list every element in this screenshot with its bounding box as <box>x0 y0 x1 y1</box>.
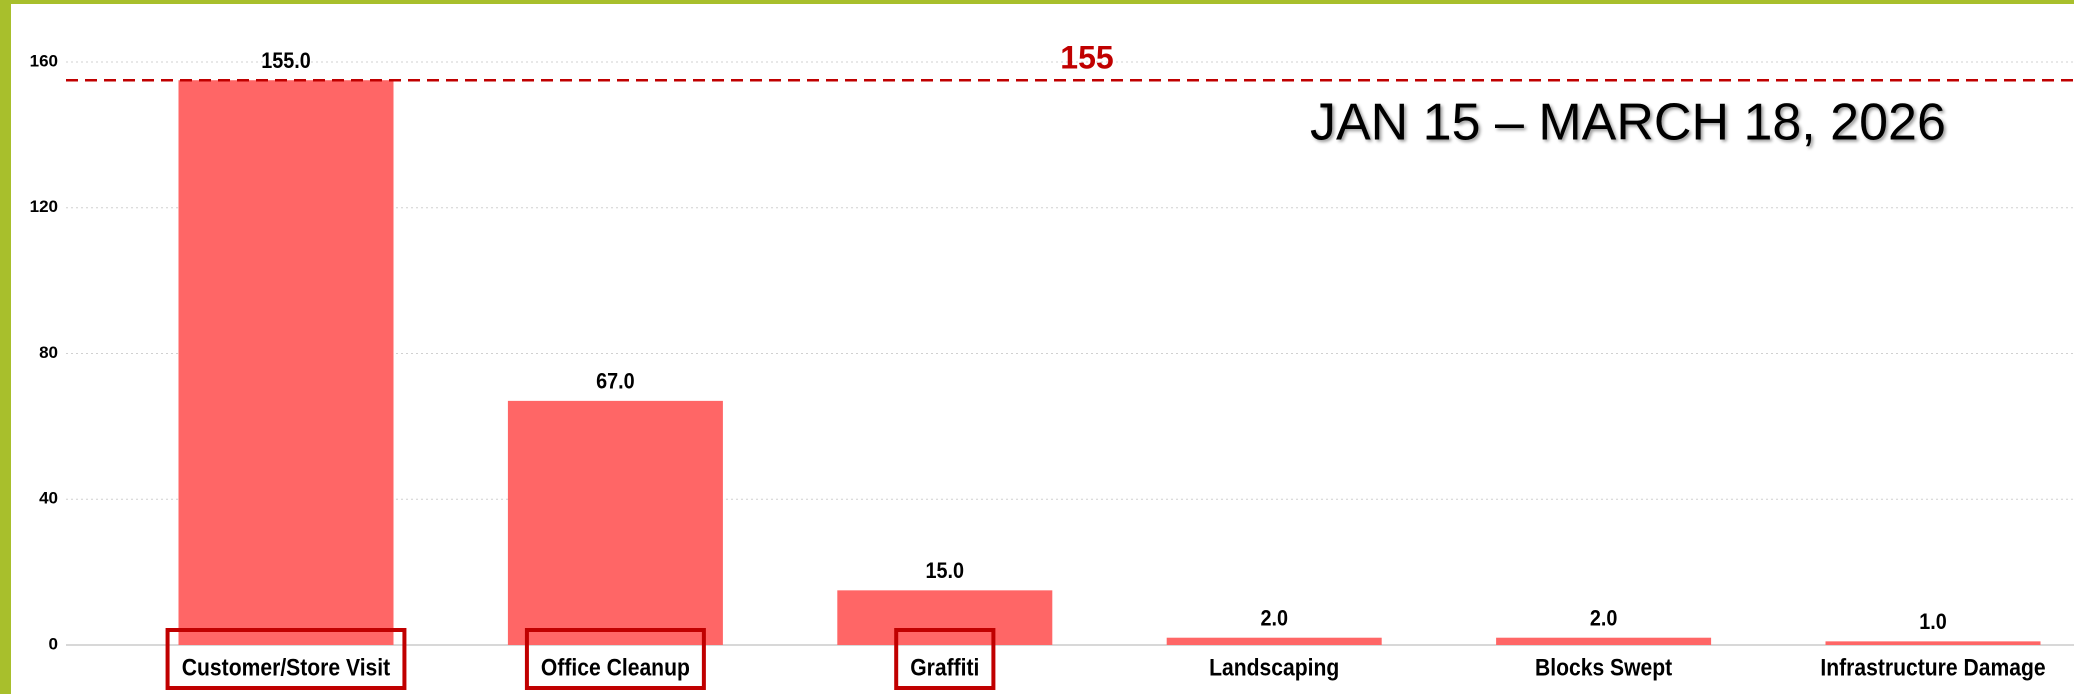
value-label: 15.0 <box>926 559 965 583</box>
bar <box>837 590 1053 645</box>
x-tick-label: Customer/Store Visit <box>182 654 391 681</box>
top-border <box>0 0 2074 4</box>
y-tick-label: 40 <box>39 489 58 508</box>
y-tick-label: 0 <box>49 634 58 653</box>
x-tick-label: Blocks Swept <box>1535 654 1673 681</box>
x-tick-label: Office Cleanup <box>541 654 690 681</box>
bar <box>1825 641 2041 645</box>
value-label: 2.0 <box>1590 607 1618 631</box>
y-tick-label: 80 <box>39 343 58 362</box>
y-tick-label: 160 <box>30 51 58 70</box>
y-tick-label: 120 <box>30 197 58 216</box>
highlight-box <box>165 628 407 690</box>
bar <box>507 400 723 645</box>
value-label: 67.0 <box>596 370 635 394</box>
x-tick-label: Infrastructure Damage <box>1820 654 2045 681</box>
bar <box>1496 637 1712 645</box>
x-tick-label: Graffiti <box>910 654 979 681</box>
bar <box>1166 637 1382 645</box>
value-label: 1.0 <box>1919 610 1947 634</box>
bar <box>178 80 394 645</box>
value-label: 2.0 <box>1260 607 1288 631</box>
reference-label: 155 <box>1060 40 1113 76</box>
date-annotation: JAN 15 – MARCH 18, 2026 <box>1310 94 1946 152</box>
value-label: 155.0 <box>261 49 311 73</box>
highlight-box <box>894 628 996 690</box>
left-border <box>0 0 11 694</box>
highlight-box <box>524 628 706 690</box>
x-tick-label: Landscaping <box>1209 654 1339 681</box>
